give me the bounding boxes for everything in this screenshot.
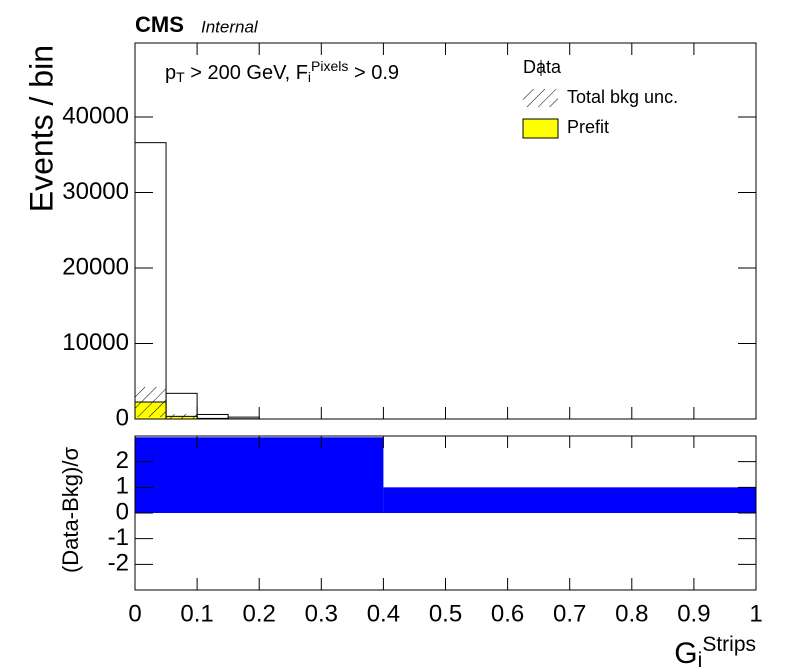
annotation-part: T (176, 69, 185, 85)
x-axis-title-part: Strips (702, 633, 756, 656)
y-tick-label: 0 (116, 404, 129, 431)
pull-bar (383, 487, 756, 513)
y-tick-label: 0 (116, 498, 129, 525)
y-tick-label: 10000 (62, 329, 129, 356)
uncertainty-band (135, 386, 167, 418)
annotation-part: > 0.9 (348, 62, 399, 84)
annotation-part: Pixels (311, 58, 348, 74)
frame (135, 43, 756, 419)
y-tick-label: -1 (108, 524, 129, 551)
x-tick-label: 0.3 (305, 600, 338, 627)
y-tick-label: 30000 (62, 178, 129, 205)
legend-swatch (522, 118, 559, 139)
y-tick-label: 2 (116, 447, 129, 474)
experiment-label: CMS (135, 12, 184, 37)
x-tick-label: 0.2 (243, 600, 276, 627)
y-tick-label: 1 (116, 473, 129, 500)
x-tick-label: 0.9 (677, 600, 710, 627)
x-tick-label: 0.7 (553, 600, 586, 627)
legend-swatch (523, 89, 558, 107)
status-label: Internal (201, 17, 259, 36)
x-tick-label: 0.4 (367, 600, 400, 627)
annotation-part: p (165, 62, 176, 84)
x-axis-title-part: G (674, 637, 697, 670)
y-axis-title: Events / bin (23, 45, 59, 212)
y-tick-label: 40000 (62, 102, 129, 129)
uncertainty-band (166, 414, 198, 419)
uncertainty-band (197, 417, 229, 419)
x-tick-label: 0.5 (429, 600, 462, 627)
y-axis-title: (Data-Bkg)/σ (58, 447, 83, 573)
frame-border (134, 435, 757, 591)
y-tick-label: 20000 (62, 253, 129, 280)
legend-label: Data (523, 57, 562, 77)
ratio-pad: (Data-Bkg)/σ GiStrips 0 0.1 0.2 0.3 0.4 0.5 0.6 0… (58, 435, 763, 672)
x-tick-label: 0.6 (491, 600, 524, 627)
pull-bar (135, 437, 384, 513)
y-tick-label: -2 (108, 550, 129, 577)
annotation-part: > 200 GeV, F (185, 62, 308, 84)
x-tick-label: 1 (749, 600, 762, 627)
x-axis-title: GiStrips (674, 633, 756, 672)
annotation-part: i (308, 69, 311, 85)
legend-label: Total bkg unc. (567, 87, 678, 107)
x-tick-label: 0.1 (180, 600, 213, 627)
x-axis-title-part: i (698, 649, 703, 672)
legend-label: Prefit (567, 117, 609, 137)
x-tick-label: 0.8 (615, 600, 648, 627)
x-tick-label: 0 (128, 600, 141, 627)
annotation: pT > 200 GeV, FiPixels > 0.9 (165, 58, 399, 84)
